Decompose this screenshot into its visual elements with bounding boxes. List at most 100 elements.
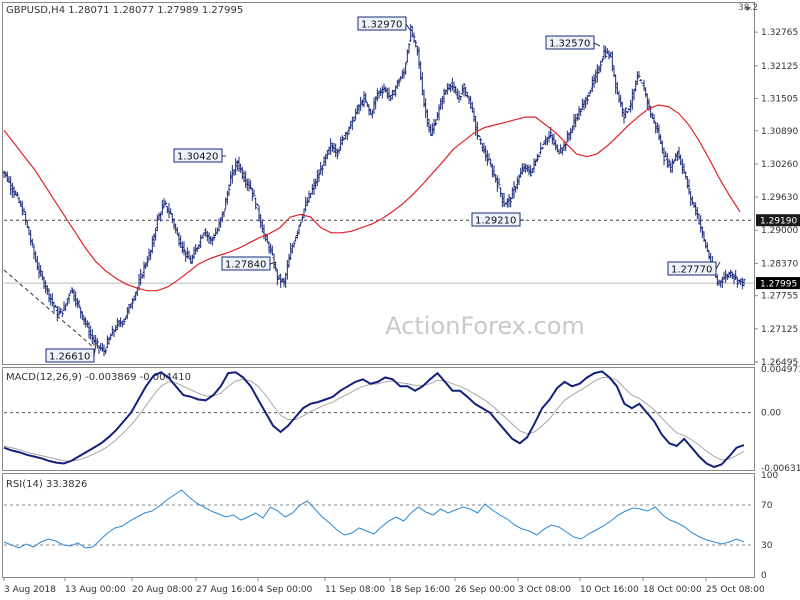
ohlc-bar <box>412 32 416 44</box>
ohlc-bar <box>182 241 186 256</box>
x-axis-label: 3 Aug 2018 <box>4 585 56 595</box>
ohlc-bar <box>292 241 296 248</box>
ohlc-bar <box>252 189 256 197</box>
ohlc-bar <box>250 187 254 201</box>
price-annotation: 1.32570 <box>545 35 601 50</box>
x-axis-label: 18 Sep 16:00 <box>390 585 450 595</box>
rsi-tick-label: 0 <box>761 571 767 581</box>
rsi-plot <box>3 489 754 549</box>
rsi-tick-label: 30 <box>761 541 773 551</box>
price-annotation-leader <box>715 261 721 270</box>
ohlc-bar <box>380 85 384 99</box>
rsi-panel-frame <box>2 473 755 578</box>
ohlc-bar <box>535 153 539 163</box>
price-annotation-box <box>667 261 717 276</box>
x-axis-label: 26 Sep 00:00 <box>455 585 515 595</box>
ohlc-bar <box>162 198 166 209</box>
ohlc-bar <box>637 71 641 79</box>
price-plot: 1.32970 1.32570 1.30420 1.29210 1.27840 1.266… <box>2 16 754 363</box>
price-annotation-label: 1.27770 <box>671 265 712 276</box>
price-tick-label: 1.27125 <box>761 325 798 335</box>
ohlc-bar <box>414 40 418 48</box>
ohlc-bar <box>555 144 559 153</box>
ohlc-bar <box>139 268 143 286</box>
ohlc-bar <box>735 277 739 288</box>
ohlc-bar <box>254 197 258 210</box>
ohlc-bar <box>397 78 401 87</box>
ohlc-bar <box>130 298 134 310</box>
ohlc-bar <box>509 196 513 208</box>
price-annotation: 1.29210 <box>471 212 524 227</box>
ohlc-bar <box>274 262 278 272</box>
price-tick-label: 1.27755 <box>761 292 798 302</box>
rsi-title: RSI(14) 33.3826 <box>6 479 87 490</box>
macd-plot <box>3 370 754 469</box>
ohlc-bar <box>255 203 259 206</box>
ohlc-bar <box>502 192 506 207</box>
x-axis-label: 3 Oct 08:00 <box>518 585 571 595</box>
ohlc-bar <box>320 164 324 176</box>
x-axis-label: 18 Oct 00:00 <box>643 585 702 595</box>
price-annotation-box <box>545 35 595 50</box>
ohlc-bar <box>537 154 541 158</box>
ohlc-bar <box>579 108 583 116</box>
macd-tick-label: 0.00 <box>761 409 781 419</box>
ohlc-bar <box>459 95 463 101</box>
ohlc-bar <box>405 49 409 63</box>
reference-price-label: 1.29190 <box>760 217 797 227</box>
ohlc-bar <box>477 135 481 138</box>
ohlc-bar <box>212 233 216 241</box>
ohlc-bar <box>20 200 24 216</box>
axes: 1.32765 1.32125 1.31505 1.30890 1.30260 1.296… <box>3 7 800 595</box>
ohlc-bar <box>122 318 126 325</box>
last-price-label: 1.27995 <box>760 280 797 290</box>
price-annotation-box <box>221 256 271 271</box>
ohlc-bar <box>15 192 19 197</box>
moving-average-line <box>3 104 741 292</box>
x-axis-label: 27 Aug 16:00 <box>196 585 257 595</box>
price-annotation-box <box>173 148 223 163</box>
ohlc-bar <box>222 210 226 218</box>
ohlc-bar <box>479 137 483 145</box>
ohlc-bar <box>564 143 568 152</box>
x-axis-label: 25 Oct 08:00 <box>706 585 765 595</box>
ohlc-bar <box>200 235 204 239</box>
macd-signal-line <box>3 377 745 462</box>
price-annotation-label: 1.26610 <box>49 352 90 363</box>
ohlc-bar <box>350 116 354 131</box>
ohlc-bar <box>557 150 561 155</box>
watermark: ActionForex.com <box>385 312 585 340</box>
ohlc-bar <box>340 135 344 146</box>
price-tick-label: 1.29630 <box>761 193 798 203</box>
ohlc-bar <box>110 325 114 336</box>
price-panel-frame <box>2 2 755 365</box>
ohlc-bar <box>529 165 533 177</box>
ohlc-bar <box>104 348 108 355</box>
price-annotation: 1.26610 <box>45 343 97 363</box>
trend-line <box>3 269 93 347</box>
x-axis-label: 4 Sep 00:00 <box>258 585 313 595</box>
macd-tick-label: 0.004971 <box>761 365 800 375</box>
rsi-line <box>3 489 745 549</box>
ohlc-bar <box>607 50 611 60</box>
price-tick-label: 1.29000 <box>761 226 798 236</box>
ohlc-bar <box>600 57 604 63</box>
x-axis-label: 11 Sep 08:00 <box>325 585 385 595</box>
ohlc-bar <box>145 256 149 268</box>
ohlc-bar <box>95 338 99 349</box>
price-annotation: 1.27770 <box>667 261 721 276</box>
ohlc-bar <box>639 79 643 82</box>
ohlc-bar <box>624 107 628 119</box>
ohlc-bar <box>734 270 738 280</box>
macd-panel-frame <box>2 367 755 471</box>
price-annotation-box <box>357 16 407 31</box>
last-price-tag <box>756 277 800 290</box>
ohlc-bar <box>462 83 466 97</box>
ohlc-bar <box>585 94 589 105</box>
ohlc-bar <box>364 92 368 103</box>
ohlc-bar <box>720 276 724 288</box>
price-tick-label: 1.30260 <box>761 160 798 170</box>
ohlc-bar <box>742 278 746 287</box>
price-annotation-box <box>471 212 521 227</box>
